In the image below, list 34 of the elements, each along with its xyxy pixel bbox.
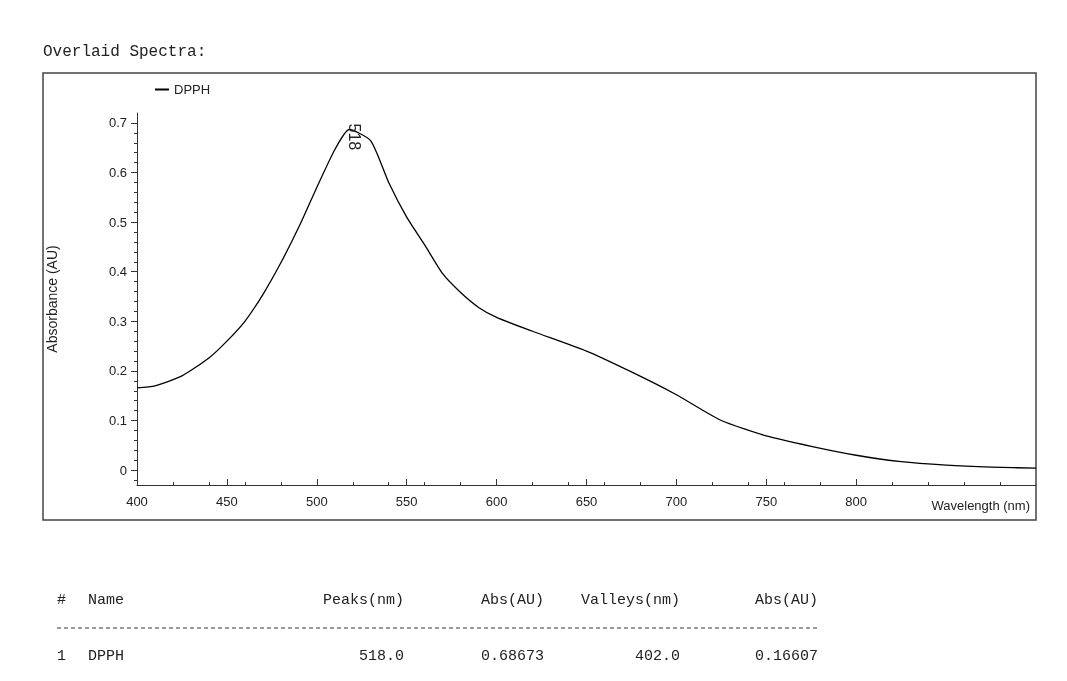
text: Name [88, 591, 125, 609]
x-tick-label: 700 [665, 494, 688, 509]
y-tick-label: 0.2 [108, 363, 127, 379]
text: # [57, 591, 67, 609]
y-tick-label: 0.4 [108, 264, 127, 280]
chart-title: Overlaid Spectra: [43, 43, 207, 61]
y-tick-label: 0.6 [108, 165, 127, 181]
y-tick-label: 0 [119, 462, 127, 478]
text: 518.0 [358, 647, 404, 665]
x-tick-label: 400 [126, 494, 148, 509]
y-tick-label: 0.3 [108, 313, 127, 329]
x-tick-label: 450 [216, 494, 238, 509]
y-tick-label: 0.1 [108, 413, 127, 429]
x-tick-label: 600 [485, 494, 508, 509]
x-tick-label: 500 [305, 494, 328, 509]
text: Abs(AU) [754, 591, 818, 609]
text: Peaks(nm) [322, 591, 404, 609]
x-tick-label: 550 [395, 494, 418, 509]
x-tick-label: 650 [575, 494, 598, 509]
y-axis-title: Absorbance (AU) [44, 245, 60, 353]
text: 402.0 [634, 647, 680, 665]
text: Abs(AU) [480, 591, 544, 609]
text: 0.68673 [480, 647, 544, 665]
x-axis-title: Wavelength (nm) [931, 498, 1030, 513]
text: 1 [57, 647, 67, 665]
y-tick-label: 0.5 [108, 214, 127, 230]
annotation: 518 [345, 123, 363, 151]
text: 0.16607 [754, 647, 818, 665]
x-tick-label: 750 [755, 494, 778, 509]
text: DPPH [88, 647, 125, 665]
x-tick-label: 800 [845, 494, 868, 509]
text: Valleys(nm) [580, 591, 680, 609]
legend-label: DPPH [174, 82, 211, 97]
y-tick-label: 0.7 [108, 115, 127, 131]
